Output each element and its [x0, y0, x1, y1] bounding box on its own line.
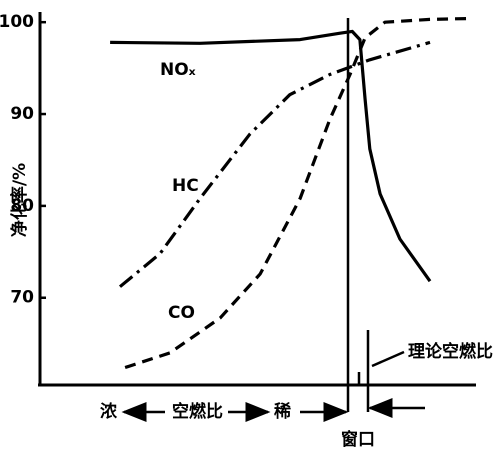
- y-tick-label: 100: [0, 12, 34, 32]
- leader-line: [371, 350, 405, 368]
- legend-label: CO: [168, 303, 195, 323]
- legend-label: HC: [172, 176, 199, 196]
- annotation: 空燃比: [172, 401, 223, 422]
- annotation: 稀: [274, 401, 291, 422]
- annotation: 浓: [100, 402, 118, 422]
- y-axis-label: 净化率/%: [9, 163, 30, 237]
- series-line: [118, 40, 431, 288]
- annotation: 窗口: [341, 429, 375, 450]
- y-tick-label: 80: [10, 196, 34, 216]
- y-tick-label: 90: [10, 104, 34, 124]
- series-line: [110, 29, 432, 283]
- legend-label: NOₓ: [160, 60, 196, 80]
- y-tick-label: 70: [10, 288, 34, 308]
- annotation: 理论空燃比: [408, 341, 493, 362]
